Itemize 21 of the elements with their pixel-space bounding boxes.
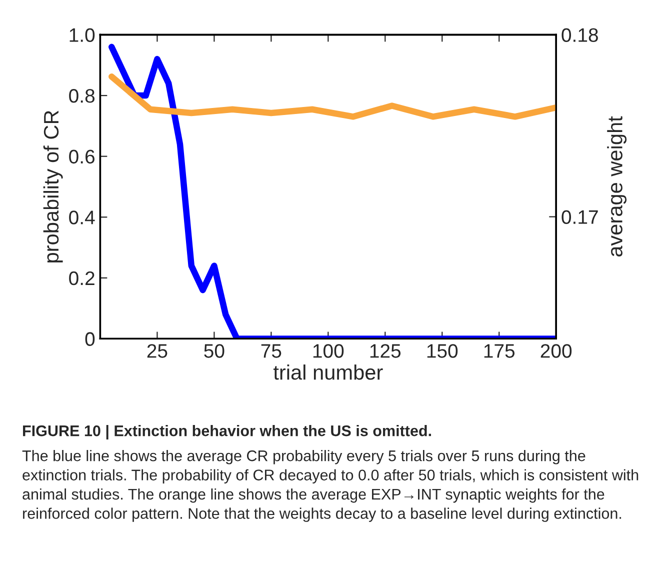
y-tick-label: 0.8 <box>69 89 95 103</box>
y-tick-label: 0.2 <box>69 271 94 286</box>
y2-axis-title: average weight <box>607 116 627 256</box>
x-tick-label: 175 <box>484 344 515 358</box>
x-tick-label: 200 <box>540 344 572 358</box>
y2-tick-label: 0.17 <box>562 210 598 224</box>
x-tick-label: 50 <box>204 344 224 358</box>
x-tick-label: 25 <box>147 344 168 358</box>
y2-tick-label: 0.18 <box>562 28 598 42</box>
text: The blue line shows the average CR probability every 5 trials over 5 runs during the extinction trials. The probability of CR decayed to 0.0 after 50 trials, which is consistent with animal studies. The orange line shows the average EXP→INT synaptic weights for the reinforced color pattern. Note that the weights decay to a baseline level during extinction. <box>22 450 638 522</box>
x-axis-title: trial number <box>273 364 383 380</box>
y-axis-title: probability of CR <box>43 110 63 262</box>
x-tick-label: 75 <box>261 344 282 358</box>
caption: FIGURE 10 | Extinction behavior when the US is omitted. <box>23 425 431 440</box>
x-tick-label: 125 <box>370 344 401 358</box>
y-tick-label: 1.0 <box>70 28 95 42</box>
y-tick-label: 0 <box>85 332 95 346</box>
y-tick-label: 0.4 <box>69 210 95 224</box>
x-tick-label: 150 <box>427 344 458 358</box>
y-tick-label: 0.6 <box>69 150 94 164</box>
x-tick-label: 100 <box>313 344 344 358</box>
